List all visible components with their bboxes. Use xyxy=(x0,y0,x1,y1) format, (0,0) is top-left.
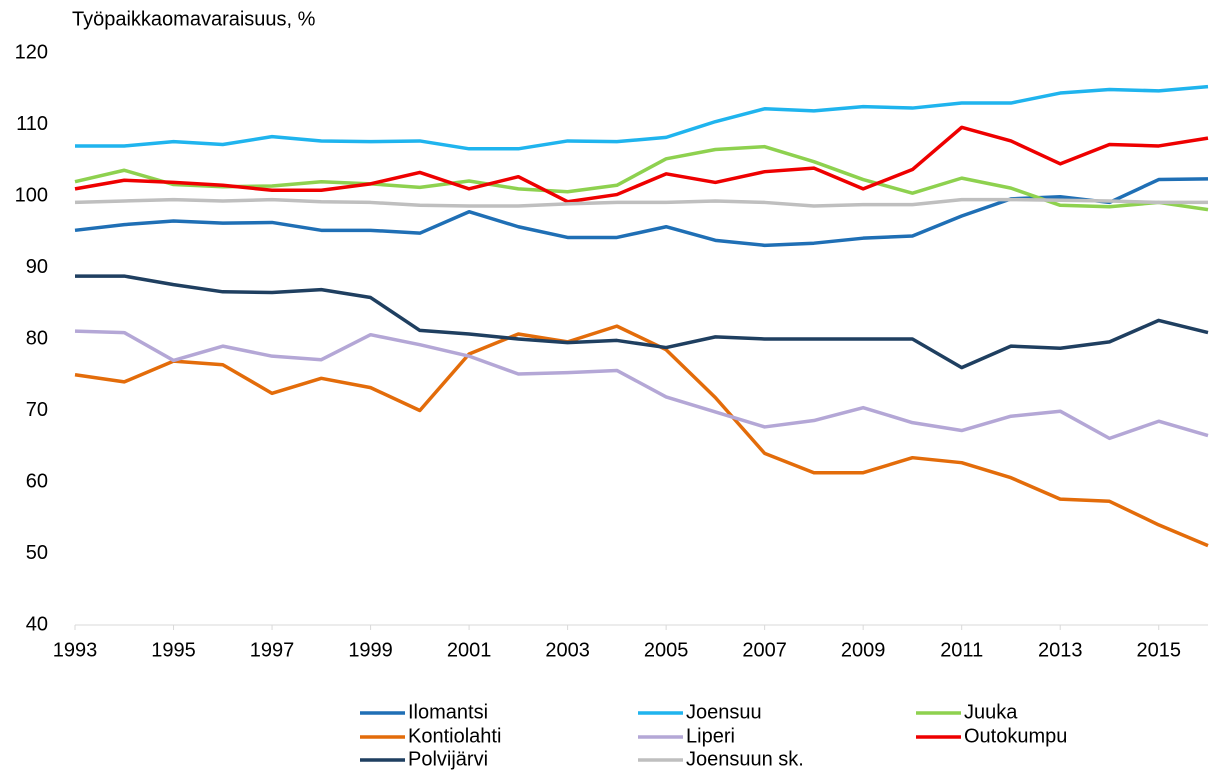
legend-label: Polvijärvi xyxy=(408,748,488,770)
series-line xyxy=(75,84,1209,151)
y-tick-label: 70 xyxy=(26,399,48,421)
x-tick-label: 1999 xyxy=(348,639,393,661)
x-tick-label: 2013 xyxy=(1038,639,1083,661)
x-tick-label: 2003 xyxy=(545,639,590,661)
series-line xyxy=(75,274,1209,370)
y-tick-label: 110 xyxy=(16,113,48,135)
x-tick-label: 2015 xyxy=(1136,639,1181,661)
legend-label: Joensuu xyxy=(686,701,762,723)
x-tick-label: 2005 xyxy=(644,639,689,661)
x-tick-label: 2001 xyxy=(447,639,492,661)
x-tick-label: 1993 xyxy=(53,639,98,661)
legend-label: Liperi xyxy=(686,725,735,747)
y-tick-label: 80 xyxy=(26,327,48,349)
legend-label: Kontiolahti xyxy=(408,725,501,747)
y-tick-label: 100 xyxy=(15,184,48,206)
x-tick-label: 2011 xyxy=(940,639,983,661)
y-tick-label: 120 xyxy=(15,41,48,63)
x-tick-label: 1995 xyxy=(151,639,196,661)
legend-label: Ilomantsi xyxy=(408,701,488,723)
x-tick-label: 2007 xyxy=(742,639,787,661)
y-tick-label: 90 xyxy=(26,256,48,278)
series-line xyxy=(74,324,1209,548)
y-tick-label: 40 xyxy=(26,613,48,635)
series-line xyxy=(74,144,1209,212)
legend-label: Outokumpu xyxy=(964,725,1067,747)
legend-label: Joensuun sk. xyxy=(686,748,804,770)
y-tick-label: 50 xyxy=(26,542,48,564)
series-line xyxy=(74,197,1208,208)
x-tick-label: 2009 xyxy=(841,639,886,661)
y-tick-label: 60 xyxy=(26,470,48,492)
series-line xyxy=(74,329,1209,441)
legend-label: Juuka xyxy=(964,701,1018,723)
y-axis-label: Työpaikkaomavaraisuus, % xyxy=(72,8,316,30)
x-tick-label: 1997 xyxy=(250,639,295,661)
series-line xyxy=(74,125,1209,204)
